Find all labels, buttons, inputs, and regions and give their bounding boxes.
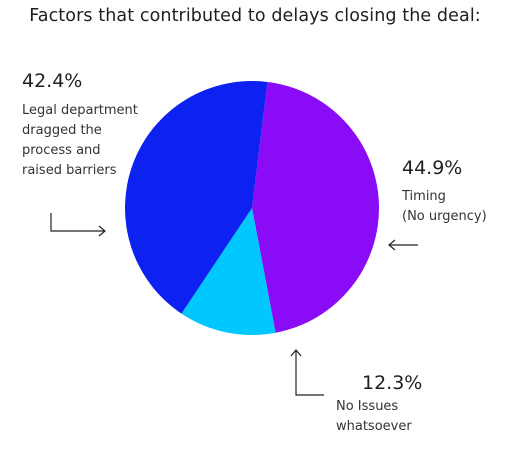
arrow-right-icon bbox=[50, 213, 106, 237]
arrow-left-icon bbox=[388, 239, 418, 251]
slice-label-desc: No Issues whatsoever bbox=[336, 399, 412, 434]
chart-title: Factors that contributed to delays closi… bbox=[29, 6, 481, 26]
slice-label-desc: Legal department dragged the process and… bbox=[22, 103, 138, 178]
slice-label-pct: 42.4% bbox=[22, 70, 83, 92]
pie-slice bbox=[252, 81, 379, 333]
arrow-up-icon bbox=[290, 349, 324, 396]
slice-label-desc: Timing (No urgency) bbox=[402, 189, 487, 224]
slice-label-pct: 44.9% bbox=[402, 157, 463, 179]
pie-slice bbox=[181, 208, 276, 335]
pie-slice bbox=[125, 81, 268, 314]
slice-label-pct: 12.3% bbox=[362, 372, 423, 394]
